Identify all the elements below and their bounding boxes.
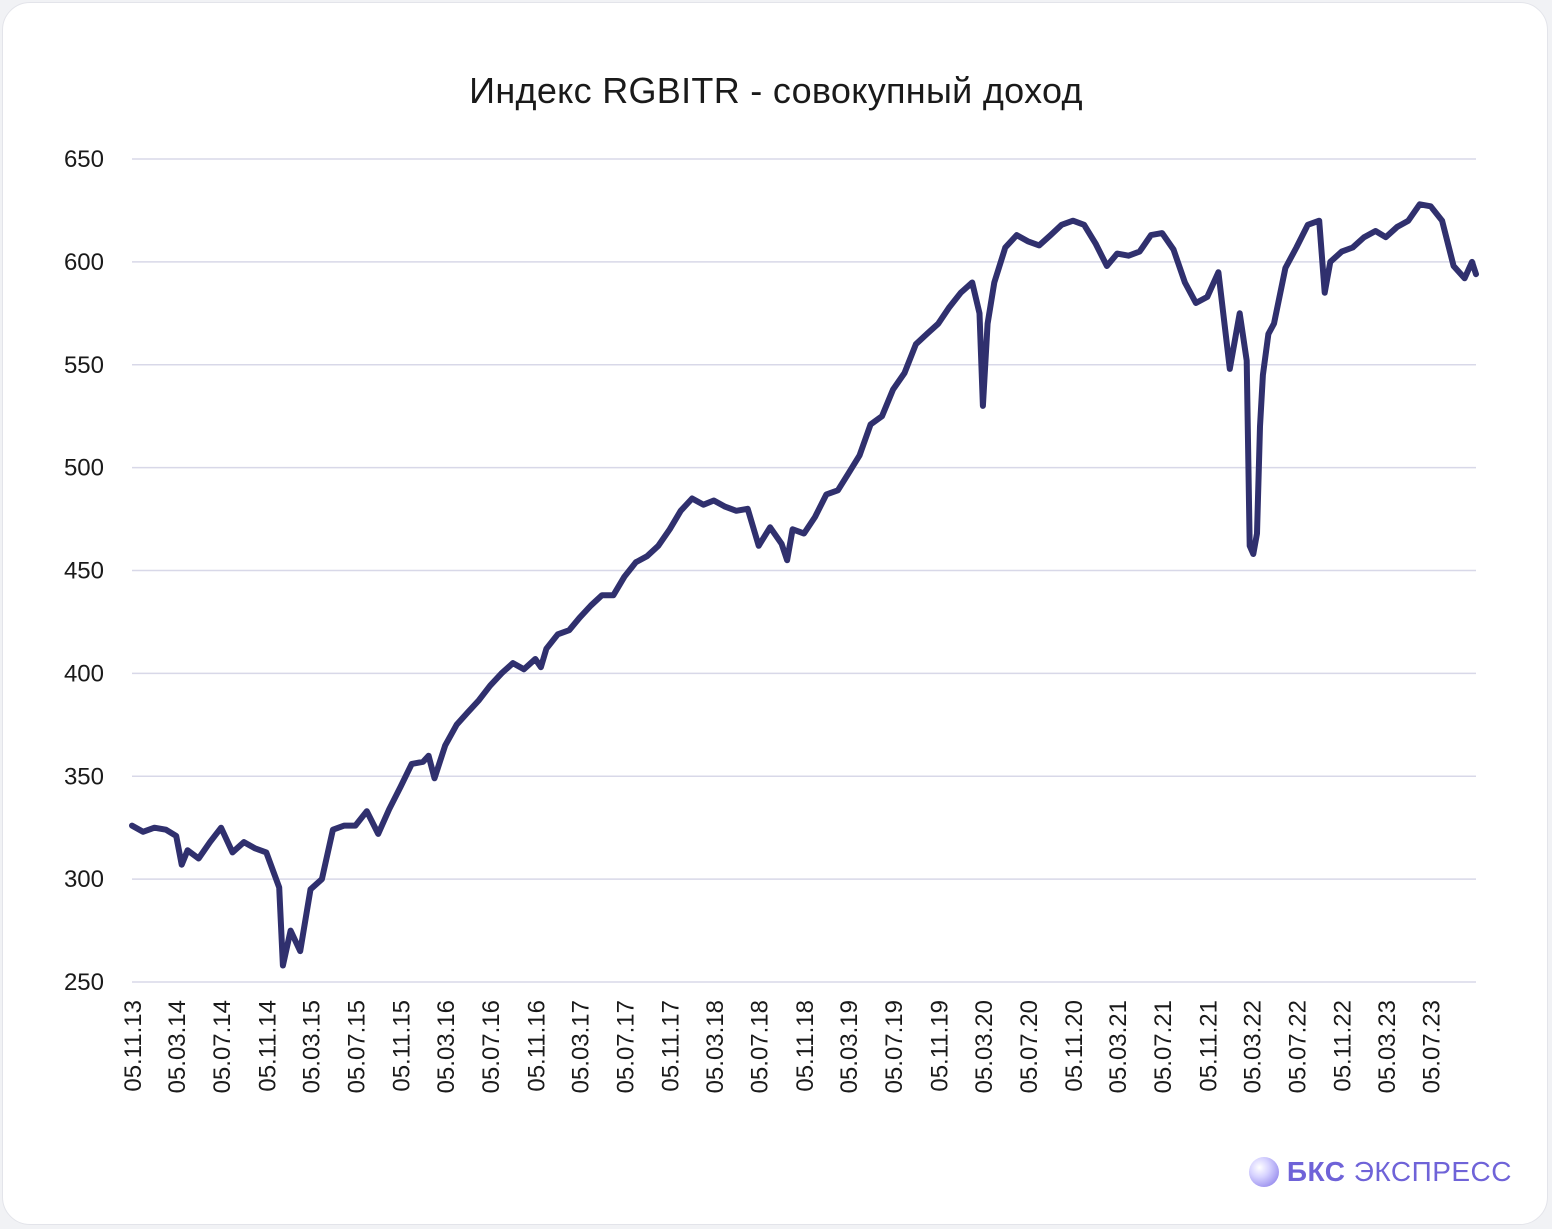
x-tick-label: 05.11.13: [120, 1000, 147, 1092]
chart-title: Индекс RGBITR - совокупный доход: [469, 70, 1083, 111]
x-tick-label: 05.07.17: [612, 1000, 639, 1093]
x-tick-label: 05.07.23: [1419, 1000, 1446, 1093]
x-tick-label: 05.11.16: [523, 1000, 550, 1092]
x-tick-label: 05.07.15: [343, 1000, 370, 1093]
y-tick-label: 300: [64, 866, 104, 893]
x-tick-label: 05.03.23: [1374, 1000, 1401, 1093]
x-tick-label: 05.03.15: [298, 1000, 325, 1093]
y-tick-label: 250: [64, 969, 104, 996]
x-tick-label: 05.03.14: [164, 1000, 191, 1093]
x-tick-label: 05.03.19: [836, 1000, 863, 1093]
brand-logo: БКС ЭКСПРЕСС: [1248, 1152, 1512, 1192]
x-tick-label: 05.07.22: [1284, 1000, 1311, 1093]
y-tick-label: 350: [64, 763, 104, 790]
x-tick-label: 05.03.21: [1105, 1000, 1132, 1093]
brand-name: БКС ЭКСПРЕСС: [1286, 1156, 1512, 1187]
x-tick-label: 05.11.19: [926, 1000, 953, 1092]
x-tick-label: 05.07.20: [1016, 1000, 1043, 1093]
x-tick-label: 05.03.17: [568, 1000, 595, 1093]
x-tick-label: 05.07.16: [478, 1000, 505, 1093]
x-tick-label: 05.07.18: [747, 1000, 774, 1093]
bcs-sphere-logo-icon: [1248, 1157, 1279, 1187]
x-tick-label: 05.03.16: [433, 1000, 460, 1093]
x-tick-label: 05.07.21: [1150, 1000, 1177, 1093]
x-tick-label: 05.07.19: [881, 1000, 908, 1093]
series-line: [129, 201, 1479, 969]
x-tick-label: 05.11.14: [254, 1000, 281, 1092]
x-tick-label: 05.03.22: [1240, 1000, 1267, 1093]
x-tick-label: 05.11.20: [1061, 1000, 1088, 1092]
x-tick-label: 05.11.18: [792, 1000, 819, 1092]
x-tick-label: 05.11.15: [389, 1000, 416, 1092]
x-tick-label: 05.03.18: [702, 1000, 729, 1093]
x-tick-label: 05.03.20: [971, 1000, 998, 1093]
y-tick-label: 600: [64, 249, 104, 276]
x-tick-label: 05.11.21: [1195, 1000, 1222, 1092]
y-tick-label: 450: [64, 558, 104, 585]
y-tick-label: 550: [64, 352, 104, 379]
y-tick-label: 400: [64, 660, 104, 687]
x-tick-label: 05.07.14: [209, 1000, 236, 1093]
y-tick-label: 500: [64, 455, 104, 482]
x-tick-label: 05.11.22: [1330, 1000, 1357, 1092]
y-tick-label: 650: [64, 146, 104, 173]
x-tick-label: 05.11.17: [658, 1000, 685, 1092]
